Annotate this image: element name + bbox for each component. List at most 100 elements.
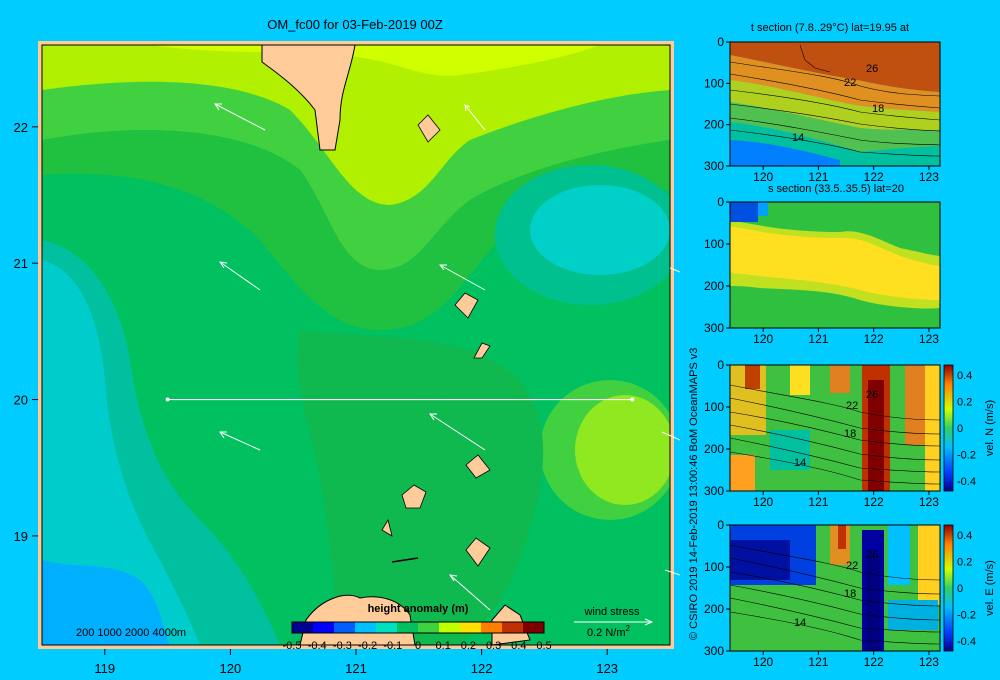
colorbar-tick-label: -0.1 (383, 640, 402, 652)
section-x-tick-label: 122 (864, 170, 884, 184)
map-x-tick-label: 119 (94, 661, 115, 676)
velocity-colorbar-tick: 0.2 (957, 557, 972, 569)
height-anomaly-field (42, 45, 670, 645)
svg-text:26: 26 (866, 549, 878, 561)
section-x-tick-label: 120 (753, 170, 773, 184)
island-babuyan (401, 484, 427, 509)
wind-key-value: 0.2 N/m2 (587, 624, 631, 639)
s-section-panel: s section (33.5..35.5) lat=20 120 121 122 1… (704, 183, 941, 346)
svg-text:26: 26 (866, 389, 878, 401)
island-batanes (454, 292, 479, 319)
velocity-colorbar-tick: -0.2 (957, 450, 976, 462)
vel-e-isotherms (729, 544, 941, 645)
section-y-tick-label: 300 (704, 159, 724, 173)
velocity-colorbar-tick: 0 (957, 583, 963, 595)
t-section-title: t section (7.8..29°C) lat=19.95 at (751, 22, 909, 34)
section-x-tick-label: 122 (864, 332, 884, 346)
velocity-colorbar-tick: -0.4 (957, 636, 976, 648)
section-x-tick-label: 123 (919, 495, 939, 509)
island-small-b (465, 454, 491, 479)
section-line (165, 397, 635, 402)
height-anomaly-colorbar: height anomaly (m) -0.5 -0.4 -0.3 -0.2 -0.1 0… (283, 603, 552, 652)
island-orchid (417, 114, 441, 143)
section-x-tick-label: 121 (808, 495, 828, 509)
colorbar-swatch (292, 622, 314, 633)
colorbar-swatch (481, 622, 503, 633)
velocity-colorbar-tick: 0.2 (957, 397, 972, 409)
map-x-tick-label: 123 (596, 661, 618, 676)
colorbar-swatch (418, 622, 440, 633)
velocity-colorbar-tick: -0.2 (957, 610, 976, 622)
colorbar-tick-label: -0.4 (308, 640, 327, 652)
colorbar-swatch (523, 622, 545, 633)
colorbar-tick-label: 0.2 (461, 640, 476, 652)
t-isotherms (729, 44, 941, 157)
velocity-colorbar-label: vel. N (m/s) (984, 400, 996, 456)
section-y-tick-label: 200 (704, 602, 724, 616)
section-x-tick-label: 121 (808, 170, 828, 184)
section-y-tick-label: 300 (704, 321, 724, 335)
colorbar-swatch (460, 622, 482, 633)
velocity-colorbar-tick: 0.4 (957, 370, 972, 382)
t-contour-label-26: 26 (866, 63, 878, 75)
section-x-tick-label: 123 (919, 170, 939, 184)
svg-text:14: 14 (794, 457, 806, 469)
section-y-tick-label: 100 (704, 76, 724, 90)
colorbar-swatch (334, 622, 356, 633)
section-y-tick-label: 0 (717, 518, 724, 532)
depth-contour-legend: 200 1000 2000 4000m (76, 627, 186, 639)
s-section-title: s section (33.5..35.5) lat=20 (768, 183, 904, 195)
colorbar-swatch (355, 622, 377, 633)
section-y-tick-label: 100 (704, 560, 724, 574)
section-x-tick-label: 121 (808, 655, 828, 669)
main-map: OM_fc00 for 03-Feb-2019 00Z (14, 17, 700, 676)
colorbar-label: height anomaly (m) (368, 603, 469, 615)
section-y-tick-label: 0 (717, 35, 724, 49)
vel-n-isotherms (729, 384, 941, 485)
colorbar-swatch (502, 622, 524, 633)
map-y-tick-label: 19 (14, 529, 28, 544)
section-x-tick-label: 123 (919, 655, 939, 669)
svg-text:18: 18 (844, 588, 856, 600)
wind-stress-arrows (214, 103, 681, 611)
svg-text:22: 22 (846, 400, 858, 412)
colorbar-swatch (439, 622, 461, 633)
map-x-tick-label: 120 (220, 661, 242, 676)
section-y-tick-label: 200 (704, 279, 724, 293)
velocity-colorbar-tick: -0.4 (957, 476, 976, 488)
section-x-tick-label: 120 (753, 332, 773, 346)
map-y-axis: 19 20 21 22 (14, 120, 38, 544)
colorbar-tick-label: -0.3 (333, 640, 352, 652)
island-small-c (465, 537, 491, 567)
section-x-tick-label: 120 (753, 655, 773, 669)
section-x-tick-label: 122 (864, 655, 884, 669)
section-y-tick-label: 300 (704, 644, 724, 658)
colorbar-tick-label: -0.5 (283, 640, 302, 652)
section-y-tick-label: 300 (704, 484, 724, 498)
map-x-axis: 119 120 121 122 123 (94, 649, 618, 676)
vel-n-section-panel: 26 22 18 14 120 121 122 123 0 100 200 300 0.4 0.… (704, 358, 996, 509)
colorbar-tick-label: 0.1 (436, 640, 451, 652)
section-y-tick-label: 100 (704, 400, 724, 414)
colorbar-tick-label: 0 (415, 640, 421, 652)
svg-text:22: 22 (846, 560, 858, 572)
velocity-colorbar (943, 364, 954, 492)
colorbar-swatch (313, 622, 335, 633)
section-y-tick-label: 200 (704, 118, 724, 132)
velocity-colorbar-tick: 0.4 (957, 530, 972, 542)
section-y-tick-label: 0 (717, 358, 724, 372)
map-x-tick-label: 121 (345, 661, 367, 676)
section-x-tick-label: 123 (919, 332, 939, 346)
t-contour-label-14: 14 (792, 132, 804, 144)
colorbar-tick-label: 0.5 (536, 640, 551, 652)
section-y-tick-label: 200 (704, 442, 724, 456)
map-y-tick-label: 21 (14, 256, 28, 271)
vel-e-section-panel: 26 22 18 14 120 121 122 123 0 100 200 300 0.4 0.… (704, 518, 996, 669)
velocity-colorbar (943, 524, 954, 652)
section-y-tick-label: 0 (717, 195, 724, 209)
t-contour-label-18: 18 (872, 103, 884, 115)
colorbar-tick-label: 0.4 (511, 640, 526, 652)
velocity-colorbar-label: vel. E (m/s) (984, 560, 996, 616)
t-warm-layer (730, 42, 940, 92)
colorbar-tick-label: -0.2 (358, 640, 377, 652)
